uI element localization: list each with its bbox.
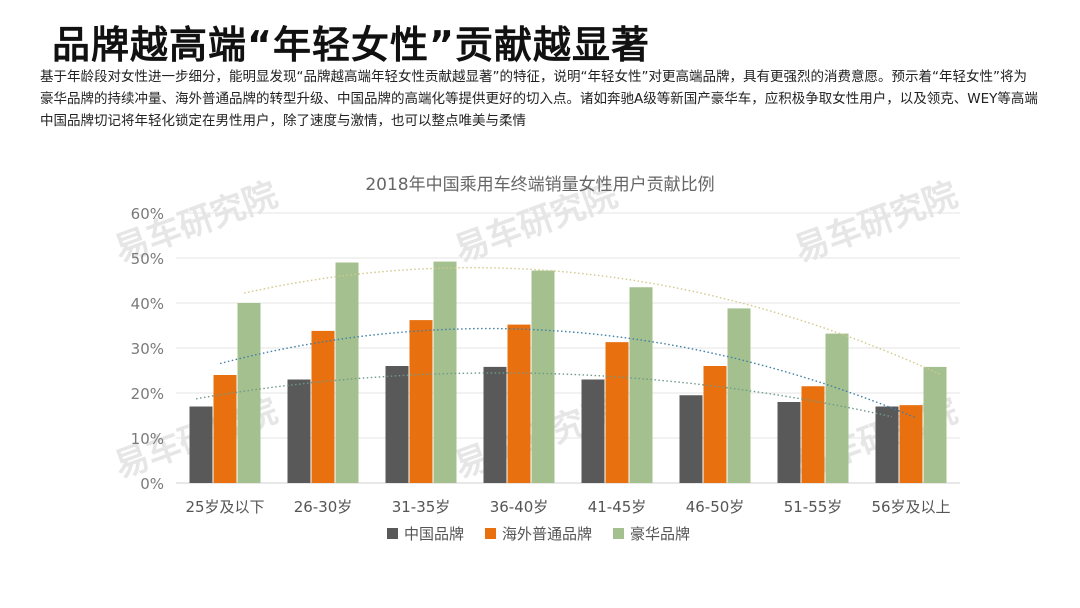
legend-swatch-china bbox=[387, 528, 398, 539]
x-tick-label: 25岁及以下 bbox=[185, 498, 264, 516]
y-axis-ticks: 0% 10% 20% 30% 40% 50% 60% bbox=[131, 205, 164, 493]
x-tick-label: 51-55岁 bbox=[784, 498, 843, 516]
legend: 中国品牌 海外普通品牌 豪华品牌 bbox=[387, 525, 690, 543]
bar-china bbox=[581, 379, 605, 483]
y-tick-label: 50% bbox=[131, 250, 164, 268]
bar-overseas bbox=[703, 366, 727, 483]
x-tick-label: 46-50岁 bbox=[686, 498, 745, 516]
bar-overseas bbox=[605, 342, 629, 483]
bar-china bbox=[875, 406, 899, 483]
chart-title: 2018年中国乘用车终端销量女性用户贡献比例 bbox=[365, 175, 714, 195]
bar-luxury bbox=[237, 303, 261, 483]
y-tick-label: 30% bbox=[131, 340, 164, 358]
trendline-china bbox=[195, 372, 893, 418]
y-tick-label: 40% bbox=[131, 295, 164, 313]
legend-label: 海外普通品牌 bbox=[502, 525, 592, 543]
bar-luxury bbox=[629, 287, 653, 483]
x-axis-ticks: 25岁及以下 26-30岁 31-35岁 36-40岁 41-45岁 46-50岁 51-5… bbox=[185, 498, 950, 516]
bar-overseas bbox=[507, 324, 531, 483]
bar-luxury bbox=[433, 261, 457, 483]
bar-luxury bbox=[727, 308, 751, 483]
y-tick-label: 10% bbox=[131, 430, 164, 448]
legend-swatch-luxury bbox=[613, 528, 624, 539]
x-tick-label: 56岁及以上 bbox=[871, 498, 950, 516]
bar-overseas bbox=[311, 330, 335, 483]
bar-overseas bbox=[801, 386, 825, 483]
description-text: 基于年龄段对女性进一步细分，能明显发现“品牌越高端年轻女性贡献越显著”的特征，说… bbox=[40, 69, 1038, 129]
legend-swatch-overseas bbox=[485, 528, 496, 539]
bar-overseas bbox=[213, 375, 237, 483]
bar-overseas bbox=[899, 405, 923, 483]
bar-china bbox=[679, 395, 703, 483]
legend-label: 中国品牌 bbox=[404, 525, 464, 543]
bar-luxury bbox=[335, 262, 359, 483]
bar-china bbox=[189, 406, 213, 483]
y-tick-label: 60% bbox=[131, 205, 164, 223]
bar-luxury bbox=[825, 333, 849, 483]
x-tick-label: 36-40岁 bbox=[490, 498, 549, 516]
trendlines bbox=[195, 267, 941, 419]
bar-china bbox=[483, 366, 507, 483]
bar-luxury bbox=[531, 270, 555, 483]
watermark-text: 易车研究院 bbox=[789, 175, 962, 271]
page-title: 品牌越高端“年轻女性”贡献越显著 bbox=[52, 23, 650, 67]
trendline-luxury bbox=[243, 267, 941, 375]
bar-luxury bbox=[923, 366, 947, 483]
bars bbox=[189, 261, 947, 483]
bar-overseas bbox=[409, 320, 433, 483]
y-tick-label: 20% bbox=[131, 385, 164, 403]
x-tick-label: 41-45岁 bbox=[588, 498, 647, 516]
x-tick-label: 31-35岁 bbox=[392, 498, 451, 516]
y-tick-label: 0% bbox=[140, 475, 164, 493]
bar-china bbox=[777, 402, 801, 483]
legend-label: 豪华品牌 bbox=[630, 525, 690, 543]
bar-china bbox=[287, 379, 311, 483]
x-tick-label: 26-30岁 bbox=[294, 498, 353, 516]
bar-china bbox=[385, 366, 409, 483]
